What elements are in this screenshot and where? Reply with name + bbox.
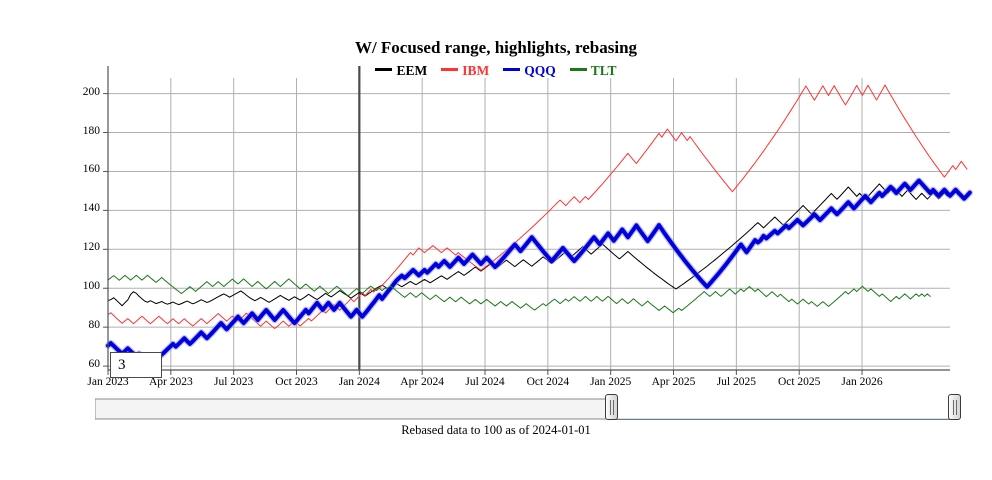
annotation-box: 3 [110, 352, 162, 378]
x-axis-tick-label: Jul 2024 [465, 376, 505, 388]
x-axis-tick-label: Apr 2025 [651, 376, 696, 388]
x-axis-tick-label: Jul 2025 [716, 376, 756, 388]
chart-title: W/ Focused range, highlights, rebasing [354, 38, 638, 57]
legend-swatch-icon [569, 67, 587, 71]
y-axis-tick-label: 100 [82, 280, 100, 293]
y-axis-tick-label: 140 [82, 202, 100, 215]
left-range-handle[interactable] [605, 394, 618, 420]
x-axis-tick-label: Oct 2023 [275, 376, 318, 388]
y-axis-tick-label: 200 [82, 85, 100, 98]
legend-item-eem[interactable]: EEM [375, 62, 427, 79]
grip-icon [609, 400, 611, 415]
y-axis-tick-label: 80 [88, 319, 101, 332]
x-axis-tick-label: Oct 2024 [526, 376, 570, 388]
x-axis-tick-label: Jan 2025 [590, 376, 632, 388]
right-range-handle[interactable] [948, 394, 961, 420]
legend-item-ibm[interactable]: IBM [441, 62, 489, 79]
plot-background [108, 78, 950, 370]
legend-label: QQQ [524, 63, 556, 79]
chart-caption: Rebased data to 100 as of 2024-01-01 [401, 423, 591, 437]
y-axis-tick-label: 120 [82, 241, 100, 254]
legend-label: TLT [590, 63, 617, 79]
legend-item-qqq[interactable]: QQQ [503, 62, 556, 79]
series-line-qqq [106, 178, 972, 361]
y-axis-tick-label: 160 [82, 163, 100, 176]
x-axis-tick-label: Jan 2023 [87, 376, 129, 388]
legend-swatch-icon [503, 67, 521, 71]
y-axis-tick-label: 60 [88, 358, 101, 371]
chart-legend: EEM IBM QQQ TLT [0, 62, 992, 79]
x-axis-tick-label: Apr 2023 [148, 376, 193, 388]
legend-swatch-icon [375, 67, 393, 71]
x-axis-tick-label: Oct 2025 [777, 376, 821, 388]
slider-track-unselected[interactable] [94, 398, 612, 420]
x-axis-tick-label: Jan 2026 [841, 376, 883, 388]
legend-label: EEM [396, 63, 428, 79]
range-slider[interactable] [94, 394, 961, 421]
series-line-eem [107, 183, 951, 307]
legend-label: IBM [462, 63, 490, 79]
range-slider-preview [94, 398, 955, 421]
x-axis-tick-label: Apr 2024 [400, 376, 445, 388]
legend-swatch-icon [441, 67, 459, 71]
x-axis-tick-label: Jan 2024 [338, 376, 380, 388]
y-axis-tick-label: 180 [82, 124, 100, 137]
series-line-tlt [107, 274, 931, 314]
legend-item-tlt[interactable]: TLT [569, 62, 617, 79]
x-axis-tick-label: Jul 2023 [214, 376, 254, 388]
grip-icon [952, 400, 954, 415]
